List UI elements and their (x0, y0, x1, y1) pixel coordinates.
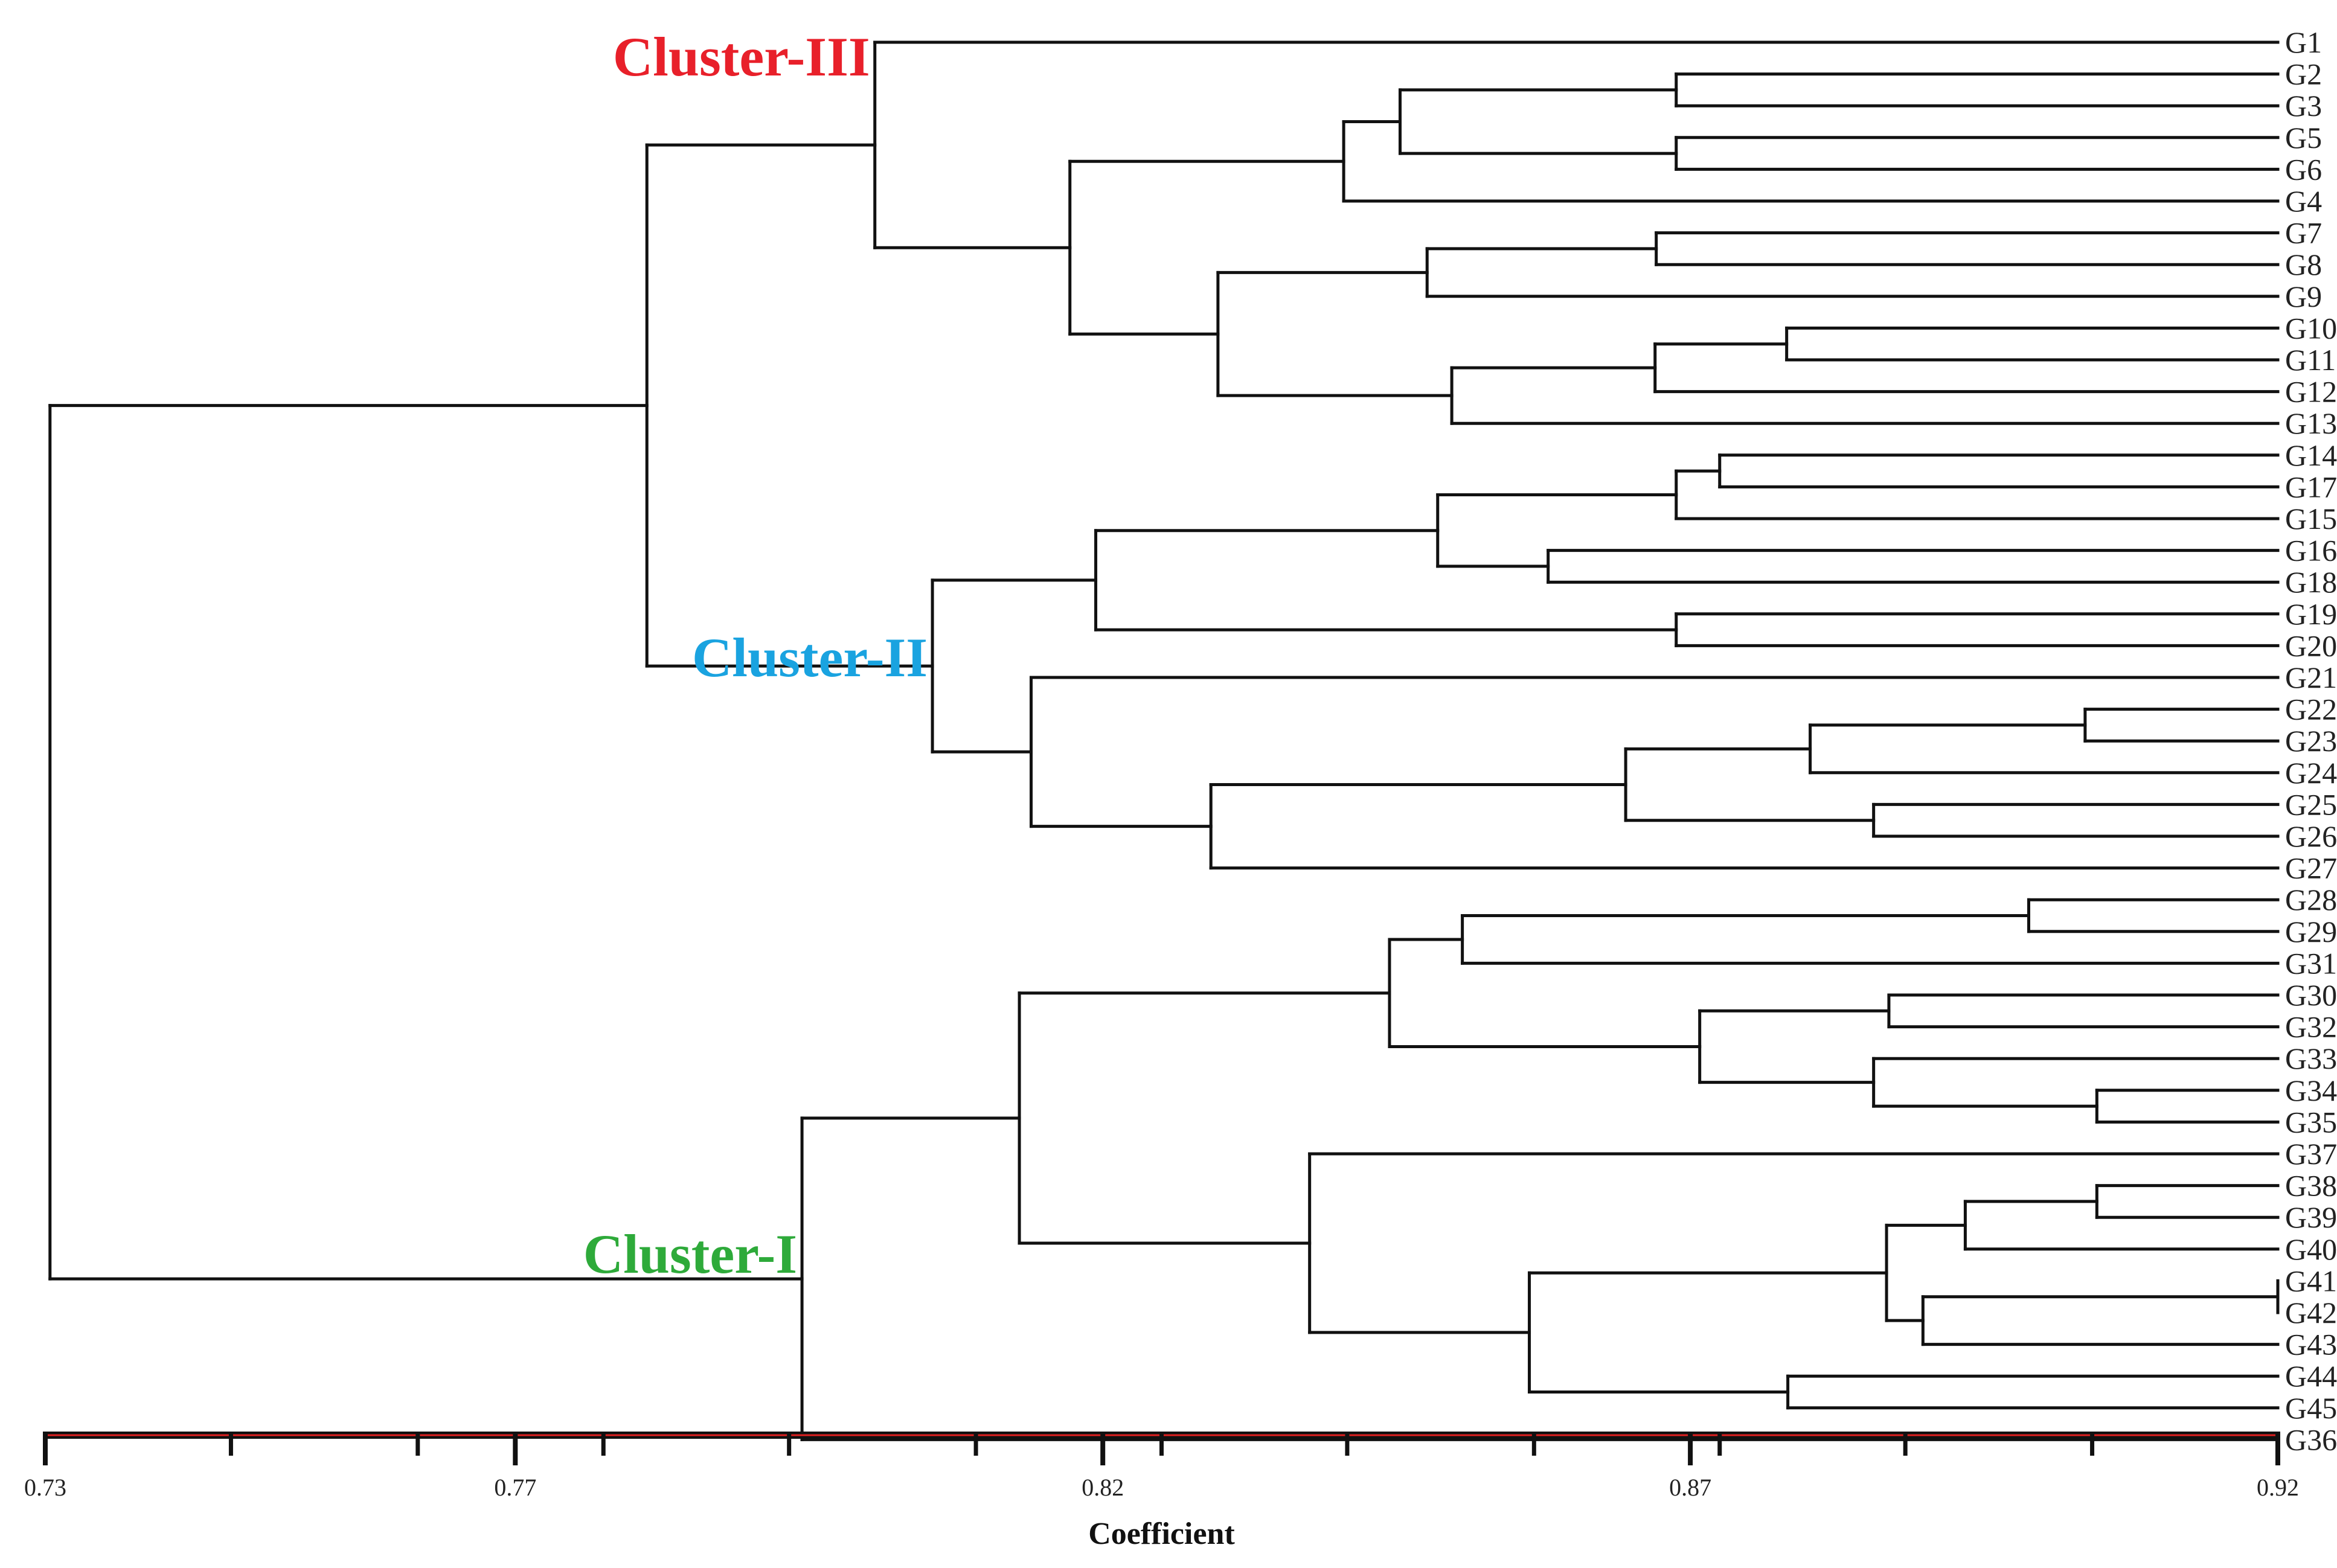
minor-tick-11 (2090, 1432, 2095, 1456)
leaf-label-g27: G27 (2285, 851, 2337, 885)
major-tick-0.82 (1100, 1432, 1106, 1465)
major-tick-0.73 (43, 1432, 48, 1465)
tick-label-0.92: 0.92 (2257, 1474, 2299, 1501)
leaf-label-g11: G11 (2285, 343, 2336, 377)
leaf-label-g5: G5 (2285, 121, 2322, 155)
leaf-label-g1: G1 (2285, 25, 2322, 59)
leaf-label-g34: G34 (2285, 1074, 2337, 1107)
leaf-label-g30: G30 (2285, 978, 2337, 1012)
cluster-label-cluster-iii: Cluster-III (613, 26, 870, 88)
leaf-label-g32: G32 (2285, 1010, 2337, 1044)
leaf-label-g23: G23 (2285, 724, 2337, 758)
minor-tick-8 (1531, 1432, 1536, 1456)
tree-branches (48, 40, 2280, 1441)
leaf-label-g39: G39 (2285, 1200, 2337, 1234)
leaf-label-g24: G24 (2285, 756, 2337, 790)
leaf-label-g18: G18 (2285, 565, 2337, 599)
major-tick-0.92 (2275, 1432, 2280, 1465)
minor-tick-9 (1717, 1432, 1722, 1456)
leaf-label-g2: G2 (2285, 57, 2322, 91)
minor-tick-3 (601, 1432, 606, 1456)
leaf-label-g36: G36 (2285, 1422, 2337, 1456)
leaf-label-g43: G43 (2285, 1328, 2337, 1362)
minor-tick-4 (787, 1432, 792, 1456)
leaf-label-g44: G44 (2285, 1359, 2337, 1393)
leaf-label-g35: G35 (2285, 1105, 2337, 1139)
leaf-label-g37: G37 (2285, 1137, 2337, 1171)
minor-tick-2 (415, 1432, 420, 1456)
cluster-label-cluster-i: Cluster-I (583, 1223, 797, 1285)
leaf-labels: G1G2G3G5G6G4G7G8G9G10G11G12G13G14G17G15G… (2285, 25, 2337, 1456)
leaf-label-g29: G29 (2285, 915, 2337, 949)
cluster-label-cluster-ii: Cluster-II (692, 627, 928, 688)
leaf-label-g26: G26 (2285, 819, 2337, 853)
leaf-label-g22: G22 (2285, 693, 2337, 726)
minor-tick-10 (1903, 1432, 1908, 1456)
major-tick-0.87 (1688, 1432, 1693, 1465)
leaf-label-g16: G16 (2285, 534, 2337, 568)
leaf-label-g6: G6 (2285, 152, 2322, 186)
leaf-label-g38: G38 (2285, 1169, 2337, 1203)
leaf-label-g20: G20 (2285, 629, 2337, 662)
x-axis: 0.73 0.77 0.82 0.87 0.92 Coefficient (24, 1432, 2299, 1551)
leaf-label-g3: G3 (2285, 89, 2322, 123)
tick-label-0.73: 0.73 (24, 1474, 66, 1501)
leaf-label-g25: G25 (2285, 787, 2337, 821)
cluster-labels: Cluster-III Cluster-II Cluster-I (583, 26, 928, 1285)
tick-label-0.77: 0.77 (494, 1474, 536, 1501)
leaf-label-g28: G28 (2285, 883, 2337, 917)
leaf-label-g31: G31 (2285, 946, 2337, 980)
leaf-label-g12: G12 (2285, 375, 2337, 409)
leaf-label-g9: G9 (2285, 280, 2322, 313)
leaf-label-g40: G40 (2285, 1232, 2337, 1266)
leaf-label-g41: G41 (2285, 1264, 2337, 1298)
minor-tick-1 (228, 1432, 233, 1456)
leaf-label-g21: G21 (2285, 661, 2337, 694)
x-axis-title: Coefficient (1088, 1517, 1235, 1551)
tick-label-0.87: 0.87 (1669, 1474, 1711, 1501)
leaf-label-g10: G10 (2285, 311, 2337, 345)
minor-tick-6 (1159, 1432, 1164, 1456)
tick-label-0.82: 0.82 (1082, 1474, 1124, 1501)
leaf-label-g33: G33 (2285, 1042, 2337, 1075)
leaf-label-g4: G4 (2285, 184, 2322, 218)
minor-tick-7 (1345, 1432, 1350, 1456)
leaf-label-g19: G19 (2285, 597, 2337, 631)
major-tick-0.77 (513, 1432, 518, 1465)
leaf-label-g42: G42 (2285, 1296, 2337, 1330)
leaf-label-g14: G14 (2285, 438, 2337, 472)
leaf-label-g45: G45 (2285, 1391, 2337, 1425)
leaf-label-g13: G13 (2285, 406, 2337, 440)
leaf-label-g17: G17 (2285, 470, 2337, 504)
leaf-label-g8: G8 (2285, 248, 2322, 281)
leaf-label-g15: G15 (2285, 502, 2337, 536)
minor-tick-5 (973, 1432, 978, 1456)
leaf-label-g7: G7 (2285, 216, 2322, 250)
